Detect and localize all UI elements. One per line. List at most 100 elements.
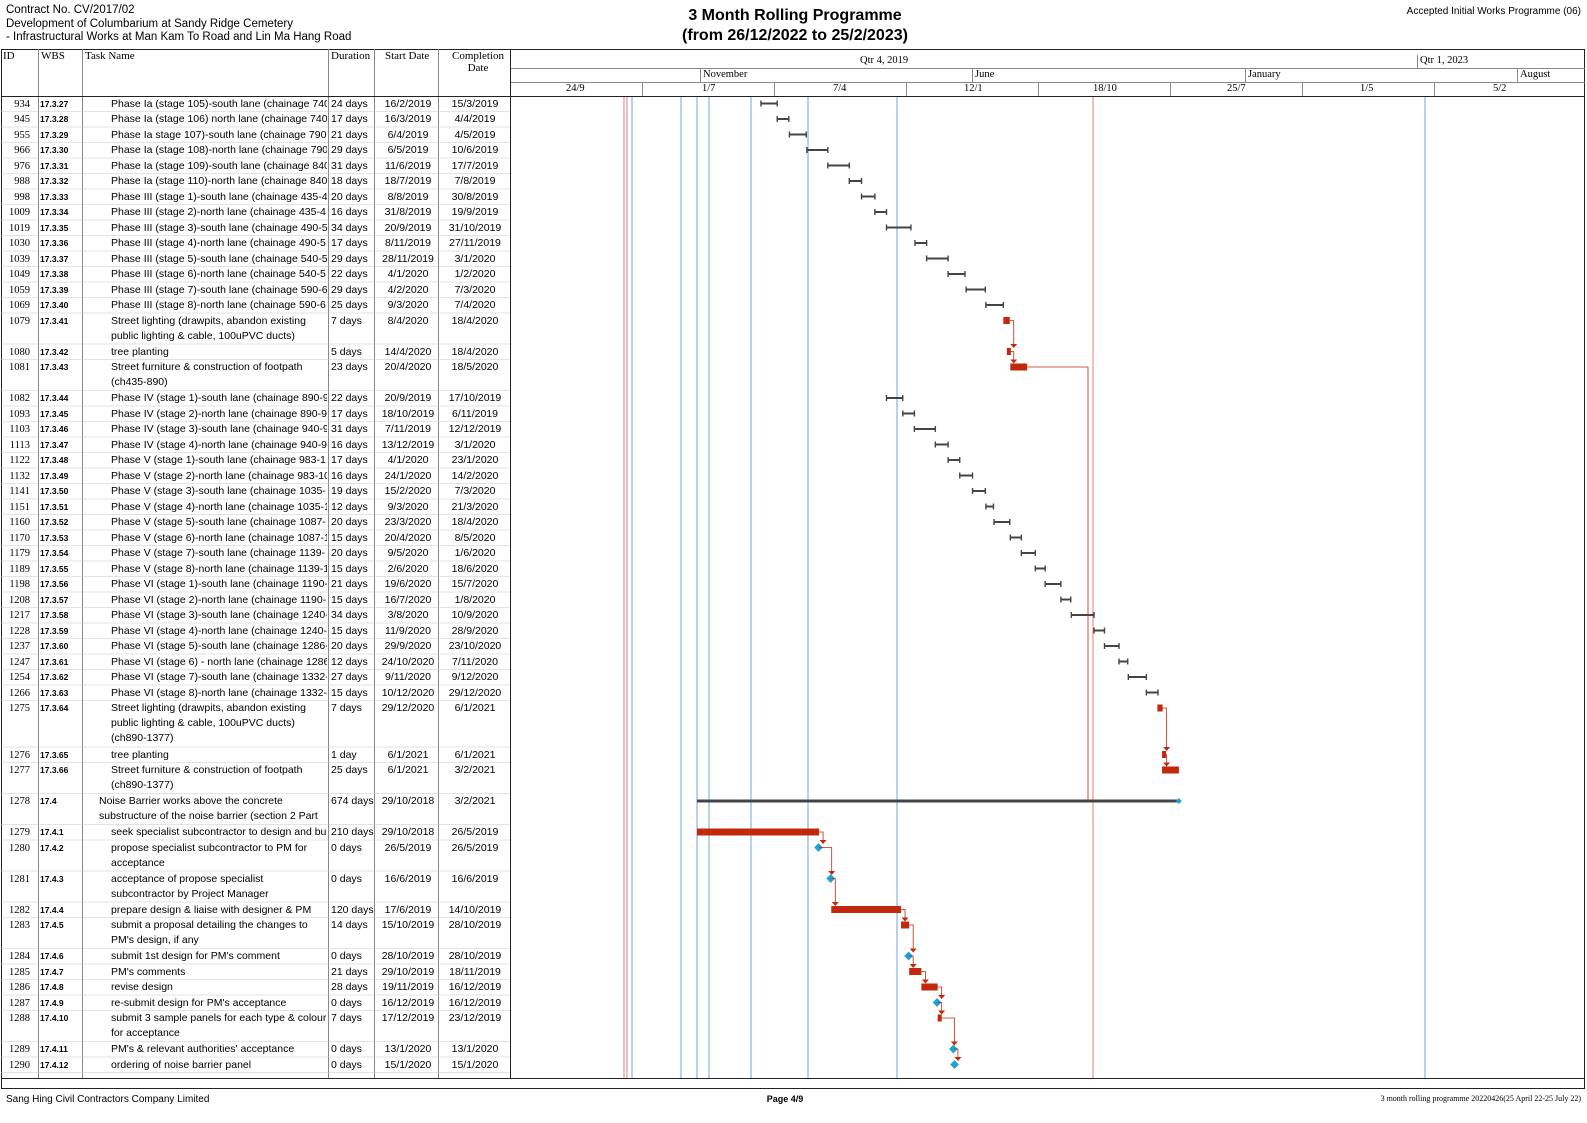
timescale-month: November: [703, 69, 748, 80]
task-wbs: 17.3.31: [40, 160, 69, 171]
dependency-link: [1027, 366, 1089, 800]
task-completion-date: 26/5/2019: [451, 826, 499, 838]
task-name: ordering of noise barrier panel: [111, 1058, 252, 1071]
task-wbs: 17.3.52: [40, 517, 69, 527]
task-name: submit a proposal detailing the changes …: [111, 919, 308, 946]
dependency-link: [909, 924, 914, 952]
task-duration: 17 days: [331, 454, 368, 466]
dependency-arrow: [1010, 359, 1018, 364]
dependency-link: [1009, 320, 1015, 347]
task-name: Phase VI (stage 1)-south lane (chainage …: [111, 578, 327, 590]
task-duration: 29 days: [331, 252, 368, 265]
task-name: submit 1st design for PM's comment: [111, 950, 280, 962]
task-wbs: 17.3.35: [40, 222, 69, 233]
task-duration: 16 days: [331, 438, 368, 451]
task-completion-date: 1/2/2020: [454, 268, 496, 280]
task-start-date: 24/1/2020: [384, 469, 432, 482]
timescale-month: January: [1248, 69, 1281, 80]
task-id: 934: [14, 98, 30, 110]
task-completion-date: 7/11/2020: [452, 655, 498, 668]
task-wbs: 17.4: [40, 796, 57, 806]
task-duration: 12 days: [331, 655, 368, 668]
task-completion-date: 6/1/2021: [454, 702, 496, 714]
task-wbs: 17.3.59: [40, 625, 69, 636]
task-completion-date: 6/11/2019: [452, 407, 498, 420]
task-wbs: 17.3.50: [40, 486, 69, 496]
task-duration: 17 days: [331, 113, 368, 125]
task-duration: 15 days: [331, 686, 368, 699]
contract-number: Contract No. CV/2017/02: [6, 4, 135, 16]
task-id: 1141: [9, 486, 30, 497]
task-wbs: 17.3.32: [40, 176, 69, 186]
task-wbs: 17.3.41: [40, 315, 69, 326]
task-id: 1279: [9, 827, 30, 838]
milestone-diamond: [950, 1060, 959, 1069]
task-wbs: 17.3.64: [40, 703, 69, 713]
task-completion-date: 9/12/2020: [451, 671, 499, 683]
task-start-date: 29/9/2020: [384, 640, 432, 652]
task-id: 1049: [9, 269, 30, 280]
task-start-date: 20/4/2020: [384, 361, 432, 373]
task-id: 1254: [9, 672, 30, 683]
task-completion-date: 28/9/2020: [451, 624, 499, 637]
task-id: 1284: [9, 951, 30, 962]
task-completion-date: 3/2/2021: [454, 795, 496, 807]
task-start-date: 28/11/2019: [382, 252, 434, 265]
task-duration: 7 days: [331, 702, 362, 714]
task-duration: 21 days: [331, 578, 368, 590]
dependency-arrow: [819, 840, 827, 844]
summary-end-marker: [1175, 798, 1182, 804]
task-completion-date: 7/8/2019: [454, 175, 496, 187]
gantt-table-frame: [1, 49, 1585, 1089]
task-wbs: 17.3.29: [40, 129, 69, 140]
timescale-tick: [1434, 83, 1435, 96]
task-id: 1287: [9, 997, 30, 1009]
task-id: 1217: [9, 610, 30, 621]
task-start-date: 24/10/2020: [381, 655, 435, 668]
task-completion-date: 8/5/2020: [454, 531, 496, 544]
task-wbs: 17.3.47: [40, 439, 69, 450]
task-id: 955: [14, 129, 30, 141]
task-name: Phase IV (stage 4)-north lane (chainage …: [111, 438, 327, 451]
task-wbs: 17.4.8: [40, 982, 64, 992]
critical-task-bar: [1010, 363, 1028, 371]
task-duration: 19 days: [331, 485, 368, 497]
dependency-arrow: [828, 871, 836, 875]
task-duration: 15 days: [331, 531, 368, 544]
task-completion-date: 19/9/2019: [451, 206, 499, 218]
timescale-tick: [1170, 83, 1171, 96]
task-wbs: 17.3.66: [40, 765, 69, 775]
dependency-arrow: [938, 1010, 946, 1015]
task-completion-date: 6/1/2021: [454, 748, 496, 761]
dependency-arrow: [1163, 762, 1171, 767]
task-start-date: 6/1/2021: [387, 764, 429, 776]
task-start-date: 9/3/2020: [387, 299, 429, 311]
milestone-outline: [948, 1044, 958, 1054]
task-completion-date: 15/1/2020: [451, 1058, 499, 1071]
task-wbs: 17.3.51: [40, 501, 69, 512]
task-duration: 15 days: [331, 593, 368, 606]
dependency-arrow: [1010, 344, 1018, 348]
task-id: 1286: [9, 982, 30, 993]
task-duration: 18 days: [331, 175, 368, 187]
task-duration: 5 days: [331, 345, 362, 358]
dependency-link: [921, 971, 926, 983]
task-start-date: 16/7/2020: [384, 593, 432, 606]
dependency-link: [901, 909, 906, 921]
task-completion-date: 7/3/2020: [454, 283, 496, 296]
task-duration: 7 days: [331, 314, 362, 327]
critical-task-bar: [1006, 348, 1011, 355]
timescale-month: August: [1520, 69, 1551, 80]
timescale-tick: [700, 69, 701, 82]
task-duration: 23 days: [331, 361, 368, 373]
task-duration: 34 days: [331, 609, 368, 621]
table-bottom-rule: [1, 1078, 1585, 1079]
column-divider: [328, 49, 329, 1079]
task-duration: 12 days: [331, 500, 368, 513]
task-completion-date: 28/10/2019: [448, 919, 502, 931]
task-duration: 20 days: [331, 640, 368, 652]
dependency-link: [819, 847, 833, 874]
task-name: Phase VI (stage 7)-south lane (chainage …: [111, 671, 327, 683]
